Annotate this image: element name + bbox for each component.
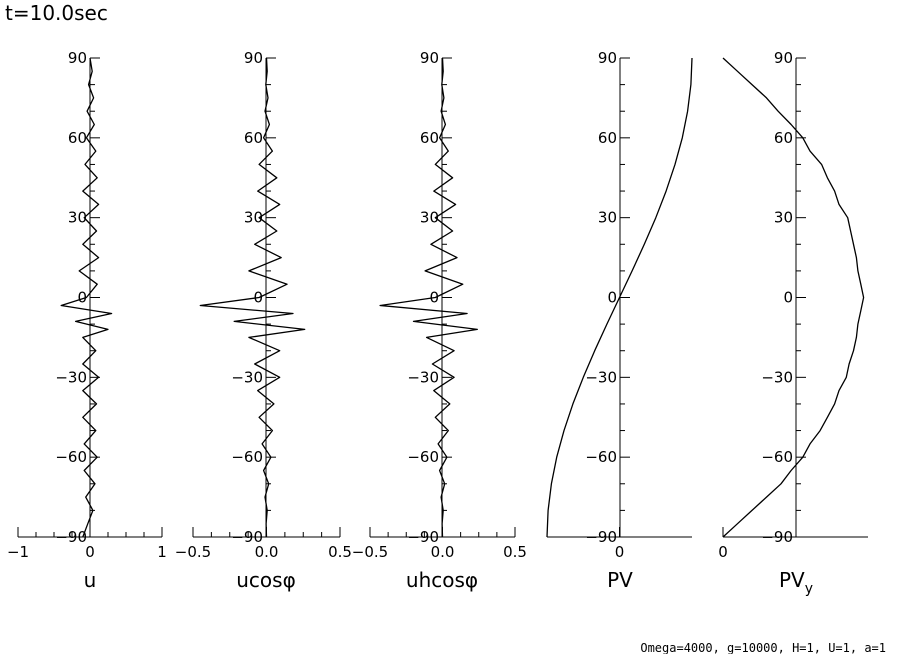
y-tick-label: −60	[407, 448, 439, 466]
x-tick-label: 1	[157, 543, 167, 561]
series-line	[199, 57, 306, 538]
x-axis-title: uhcosφ	[406, 568, 478, 592]
y-tick-label: 0	[607, 289, 617, 307]
y-tick-label: 30	[244, 209, 263, 227]
x-axis-title: PV	[607, 568, 633, 592]
x-axis-title: u	[84, 568, 97, 592]
y-tick-label: −30	[761, 368, 793, 386]
y-tick-label: −90	[231, 528, 263, 546]
y-tick-label: 0	[783, 289, 793, 307]
y-tick-label: 30	[68, 209, 87, 227]
y-tick-label: −30	[231, 368, 263, 386]
x-tick-label: −1	[7, 543, 29, 561]
x-tick-label: −0.5	[352, 543, 388, 561]
y-tick-label: −30	[407, 368, 439, 386]
x-tick-label: 0.0	[431, 543, 455, 561]
series-line	[546, 57, 693, 538]
y-tick-label: 60	[68, 129, 87, 147]
y-tick-label: −30	[55, 368, 87, 386]
x-axis-title: PVy	[779, 568, 813, 597]
x-tick-label: 0	[615, 543, 625, 561]
y-tick-label: 90	[244, 49, 263, 67]
y-tick-label: −60	[55, 448, 87, 466]
x-axis-title: ucosφ	[236, 568, 296, 592]
y-tick-label: 90	[420, 49, 439, 67]
y-tick-label: 60	[420, 129, 439, 147]
y-tick-label: −60	[585, 448, 617, 466]
x-tick-label: 0.0	[255, 543, 279, 561]
y-tick-label: −60	[231, 448, 263, 466]
x-tick-label: −0.5	[175, 543, 211, 561]
y-tick-label: 0	[77, 289, 87, 307]
y-tick-label: 30	[420, 209, 439, 227]
y-tick-label: 90	[598, 49, 617, 67]
panel-4: −90 −60 −30 0 30 60 90 0 PV	[546, 49, 693, 592]
y-tick-label: 90	[68, 49, 87, 67]
y-tick-label: −90	[761, 528, 793, 546]
y-tick-label: −60	[761, 448, 793, 466]
y-tick-label: 60	[598, 129, 617, 147]
y-tick-label: 30	[774, 209, 793, 227]
x-tick-label: 0	[718, 543, 728, 561]
y-tick-label: 30	[598, 209, 617, 227]
series-line	[60, 57, 113, 538]
y-tick-label: 90	[774, 49, 793, 67]
figure-title: t=10.0sec	[5, 1, 108, 25]
y-tick-label: −90	[407, 528, 439, 546]
y-tick-label: −90	[55, 528, 87, 546]
parameters-footer: Omega=4000, g=10000, H=1, U=1, a=1	[640, 641, 886, 654]
y-tick-label: −90	[585, 528, 617, 546]
y-tick-label: 60	[244, 129, 263, 147]
x-tick-label: 0	[85, 543, 95, 561]
panel-1: −90 −60 −30 0 30 60 90 −1 0 1 u	[7, 49, 167, 592]
series-line	[722, 57, 865, 538]
panels-group: −90 −60 −30 0 30 60 90 −1 0 1 u −90 −60 −30 0 30 60 90 −0.…	[7, 49, 868, 597]
series-line	[379, 57, 478, 538]
y-tick-label: 60	[774, 129, 793, 147]
y-tick-label: −30	[585, 368, 617, 386]
panel-5: −90 −60 −30 0 30 60 90 0 PVy	[718, 49, 868, 597]
x-tick-label: 0.5	[503, 543, 527, 561]
x-tick-label: 0.5	[328, 543, 352, 561]
